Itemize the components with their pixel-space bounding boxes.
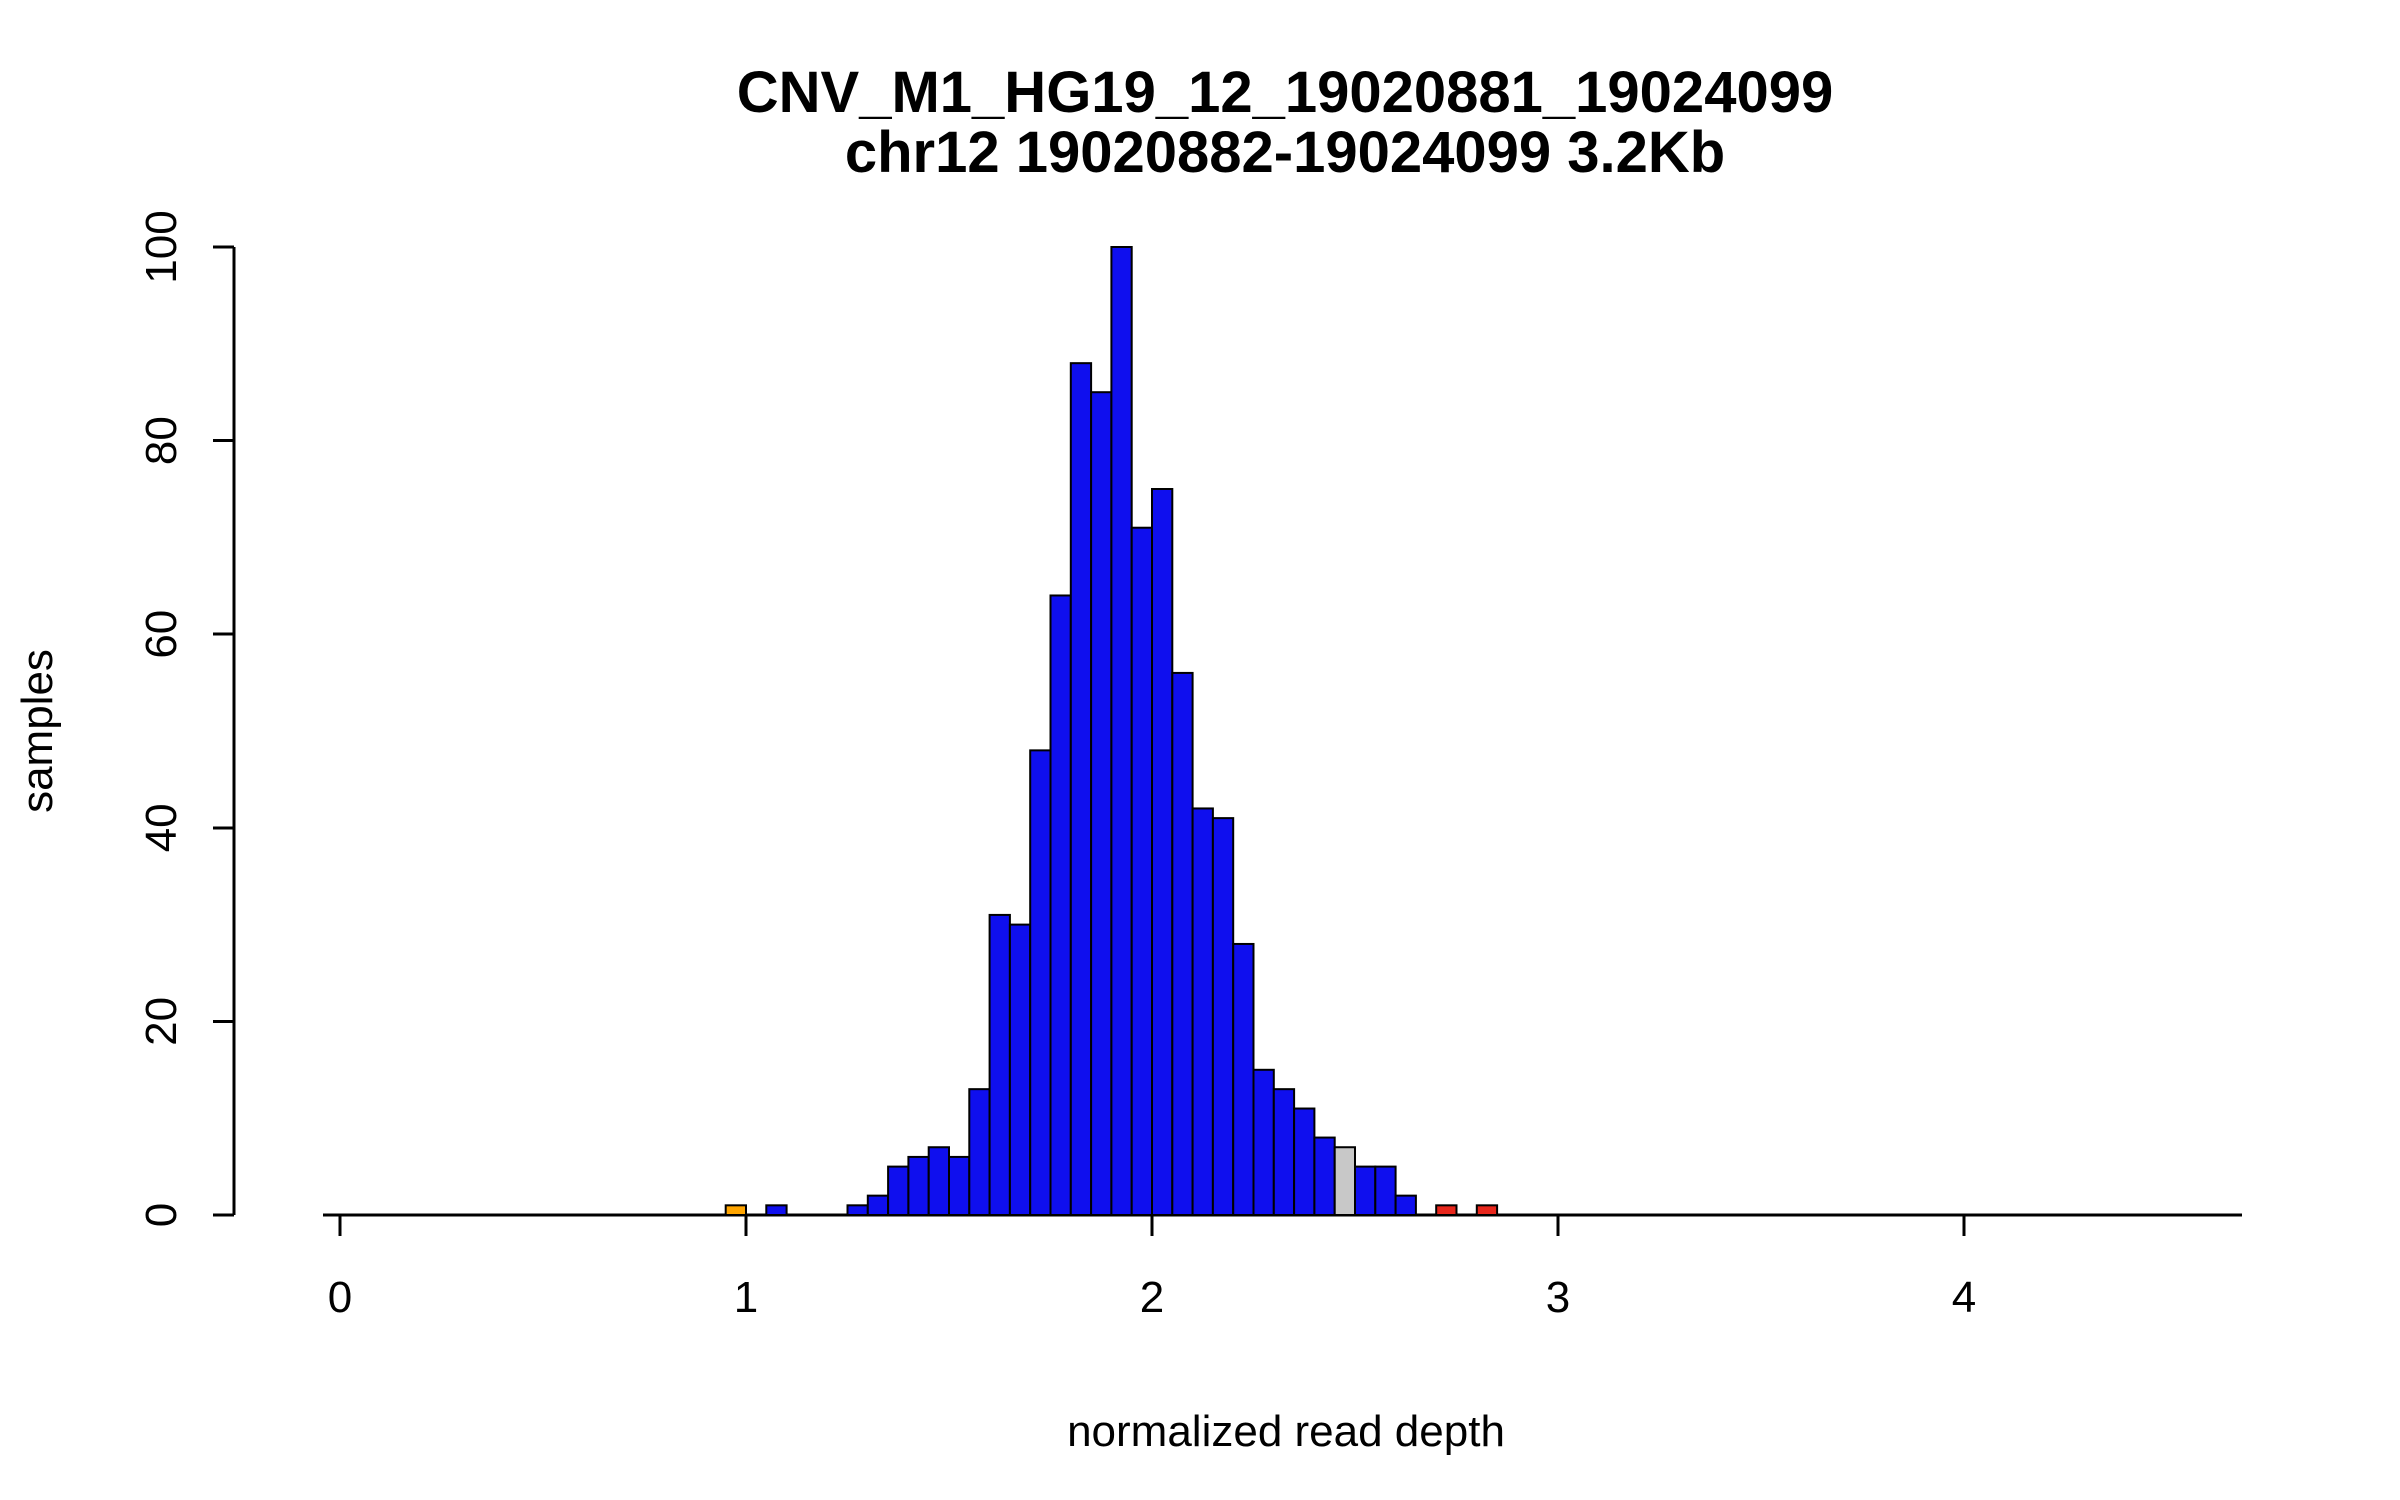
histogram-bar <box>1232 942 1255 1217</box>
x-tick-label: 4 <box>1952 1273 1976 1322</box>
chart-title: CNV_M1_HG19_12_19020881_19024099 <box>737 60 1833 125</box>
x-tick-label: 0 <box>328 1273 352 1322</box>
histogram-bar <box>1435 1204 1458 1216</box>
histogram-bar <box>1110 246 1133 1216</box>
histogram-bar <box>1394 1194 1417 1217</box>
y-tick-label: 20 <box>137 997 186 1046</box>
x-tick-label: 2 <box>1140 1273 1164 1322</box>
histogram-bar <box>988 913 1011 1216</box>
y-tick-label: 60 <box>137 610 186 659</box>
histogram-bar <box>866 1194 890 1217</box>
histogram-bar <box>1069 362 1093 1217</box>
histogram-bar <box>1333 1146 1356 1216</box>
x-tick-label: 1 <box>734 1273 758 1322</box>
histogram-bar <box>846 1204 869 1216</box>
histogram-bar <box>1313 1136 1336 1217</box>
histogram-bar <box>1049 594 1072 1216</box>
histogram-bar <box>724 1204 748 1216</box>
histogram-bar <box>887 1165 910 1216</box>
y-tick-label: 40 <box>137 803 186 852</box>
x-tick-label: 3 <box>1546 1273 1570 1322</box>
x-axis-title: normalized read depth <box>1067 1407 1505 1456</box>
histogram-bar <box>1211 817 1235 1216</box>
histogram-bar <box>1029 749 1052 1216</box>
histogram-bar <box>1475 1204 1499 1216</box>
histogram-bar <box>907 1155 930 1217</box>
histogram-bar <box>948 1155 971 1217</box>
y-axis-title: samples <box>13 649 62 813</box>
histogram-bar <box>1130 526 1153 1216</box>
histogram-bars <box>724 246 1499 1217</box>
y-tick-label: 0 <box>137 1203 186 1227</box>
histogram-bar <box>1374 1165 1397 1216</box>
histogram-bar <box>1191 807 1214 1216</box>
histogram-bar <box>1252 1068 1275 1217</box>
chart-subtitle: chr12 19020882-19024099 3.2Kb <box>845 120 1725 185</box>
histogram-bar <box>765 1204 788 1216</box>
histogram-bar <box>1008 923 1032 1216</box>
histogram-bar <box>1171 671 1194 1216</box>
y-tick-label: 80 <box>137 416 186 465</box>
histogram-bar <box>1354 1165 1377 1216</box>
histogram-bar <box>927 1146 951 1216</box>
histogram-bar <box>968 1088 991 1217</box>
histogram-bar <box>1090 391 1113 1216</box>
histogram-bar <box>1151 488 1174 1216</box>
histogram-bar <box>1293 1107 1316 1217</box>
histogram-bar <box>1272 1088 1296 1217</box>
y-tick-label: 100 <box>137 210 186 283</box>
